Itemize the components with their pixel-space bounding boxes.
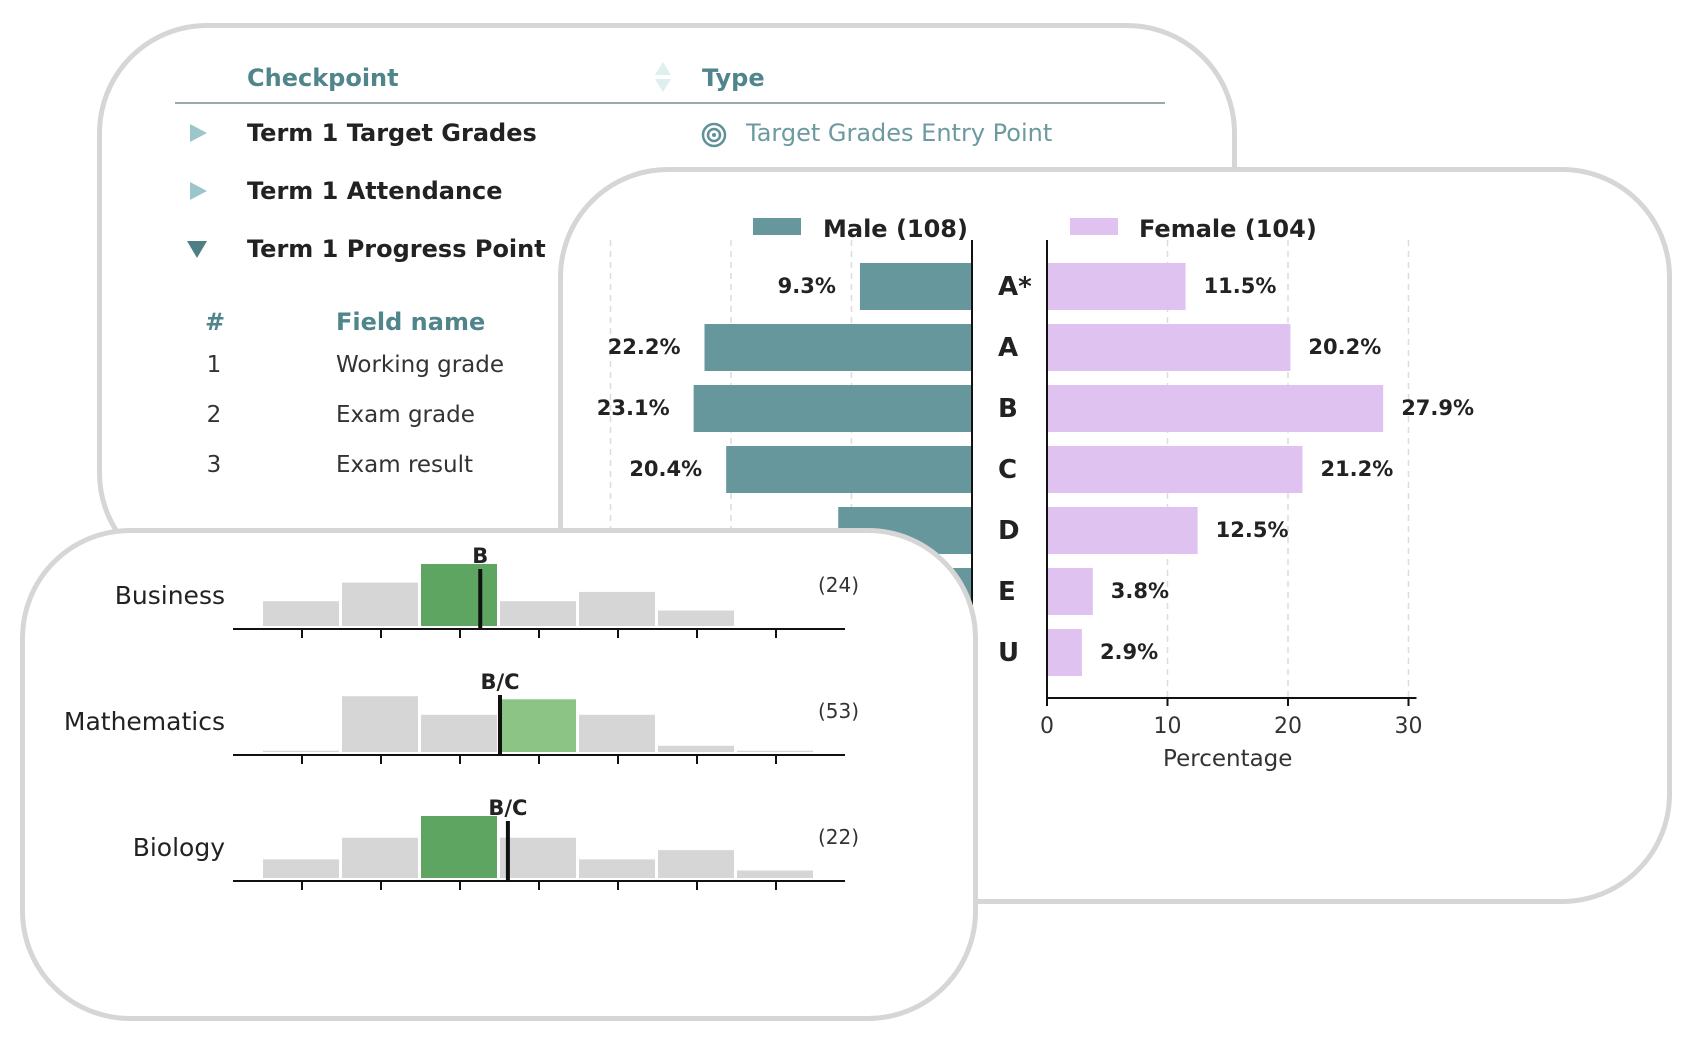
field-name: Working grade xyxy=(336,352,505,378)
subject-label: Mathematics xyxy=(63,707,225,736)
subject-distribution-card: Business (24) Mathematics (53) Biology (22) B… xyxy=(20,528,978,1021)
grade-category-label: C xyxy=(998,455,1017,485)
distribution-bar xyxy=(658,610,734,626)
grade-category-label: A xyxy=(998,333,1018,363)
grade-category-label: E xyxy=(998,577,1016,607)
female-bar xyxy=(1047,507,1198,554)
female-data-label: 20.2% xyxy=(1308,335,1381,359)
male-data-label: 9.3% xyxy=(778,274,836,298)
field-name: Exam grade xyxy=(336,402,475,428)
distribution-bar xyxy=(579,714,655,752)
checkpoint-row-name[interactable]: Term 1 Attendance xyxy=(247,177,503,205)
male-bar xyxy=(704,324,972,371)
female-data-label: 2.9% xyxy=(1100,640,1158,664)
female-bar xyxy=(1047,629,1082,676)
grade-category-label: D xyxy=(998,516,1020,546)
checkpoint-column-header[interactable]: Checkpoint xyxy=(247,64,399,92)
distribution-bar xyxy=(342,837,418,878)
female-bar xyxy=(1047,446,1303,493)
male-bar xyxy=(693,385,972,432)
distribution-bar xyxy=(421,714,497,752)
distribution-bar xyxy=(263,601,339,626)
female-x-tick-label: 0 xyxy=(1040,714,1054,739)
female-data-label: 3.8% xyxy=(1111,579,1169,603)
sort-icon[interactable] xyxy=(653,60,673,94)
distribution-bar xyxy=(263,750,339,752)
field-number: 2 xyxy=(206,402,222,428)
distribution-bar xyxy=(579,591,655,626)
distribution-bar xyxy=(658,850,734,878)
field-name-header: Field name xyxy=(336,308,486,336)
male-data-label: 20.4% xyxy=(629,457,702,481)
subject-count-label: (24) xyxy=(818,573,860,597)
legend-swatch-female xyxy=(1070,218,1118,235)
male-data-label: 22.2% xyxy=(608,335,681,359)
distribution-bar xyxy=(737,870,813,878)
subject-label: Business xyxy=(114,581,225,610)
grade-category-label: U xyxy=(998,638,1019,668)
subject-count-label: (53) xyxy=(818,699,860,723)
distribution-bar xyxy=(500,601,576,626)
distribution-bar xyxy=(500,837,576,878)
male-data-label: 23.1% xyxy=(597,396,670,420)
type-column-header[interactable]: Type xyxy=(702,64,765,92)
legend-swatch-male xyxy=(753,218,801,235)
field-name: Exam result xyxy=(336,452,474,478)
checkpoint-row-name[interactable]: Term 1 Target Grades xyxy=(247,119,537,147)
x-axis-label: Percentage xyxy=(1163,746,1292,772)
distribution-bar xyxy=(342,582,418,626)
distribution-bar xyxy=(500,699,576,752)
female-data-label: 12.5% xyxy=(1216,518,1289,542)
distribution-bar xyxy=(263,859,339,878)
female-x-tick-label: 30 xyxy=(1395,714,1423,739)
expand-arrow-icon[interactable] xyxy=(187,180,209,202)
legend-label-male: Male (108) xyxy=(823,215,968,243)
field-number: 3 xyxy=(206,452,222,478)
distribution-bar xyxy=(737,750,813,752)
subject-count-label: (22) xyxy=(818,825,860,849)
subject-label: Biology xyxy=(132,833,225,862)
male-bar xyxy=(859,263,972,310)
female-data-label: 21.2% xyxy=(1320,457,1393,481)
distribution-bar xyxy=(421,564,497,626)
distribution-bar xyxy=(658,745,734,752)
legend-label-female: Female (104) xyxy=(1139,215,1317,243)
female-bar xyxy=(1047,263,1186,310)
target-icon xyxy=(701,122,727,148)
median-marker-label: B/C xyxy=(480,670,519,694)
field-number: 1 xyxy=(206,352,222,378)
distribution-bar xyxy=(579,859,655,878)
field-number-header: # xyxy=(205,308,226,336)
checkpoint-type-link[interactable]: Target Grades Entry Point xyxy=(746,119,1053,147)
header-divider xyxy=(175,102,1165,104)
female-x-tick-label: 20 xyxy=(1274,714,1302,739)
collapse-arrow-icon[interactable] xyxy=(185,238,209,260)
checkpoint-row-name[interactable]: Term 1 Progress Point xyxy=(247,235,546,263)
female-x-tick-label: 10 xyxy=(1154,714,1182,739)
median-marker-label: B xyxy=(472,544,488,568)
median-marker-label: B/C xyxy=(488,796,527,820)
distribution-bar xyxy=(421,816,497,878)
subject-distribution-chart: B B/C B/C xyxy=(233,544,845,890)
grade-category-label: A* xyxy=(998,272,1032,302)
female-data-label: 11.5% xyxy=(1204,274,1277,298)
female-bar xyxy=(1047,385,1384,432)
grade-category-label: B xyxy=(998,394,1018,424)
male-bar xyxy=(726,446,972,493)
expand-arrow-icon[interactable] xyxy=(187,122,209,144)
female-bar xyxy=(1047,568,1093,615)
distribution-bar xyxy=(342,696,418,752)
female-data-label: 27.9% xyxy=(1401,396,1474,420)
female-bar xyxy=(1047,324,1291,371)
